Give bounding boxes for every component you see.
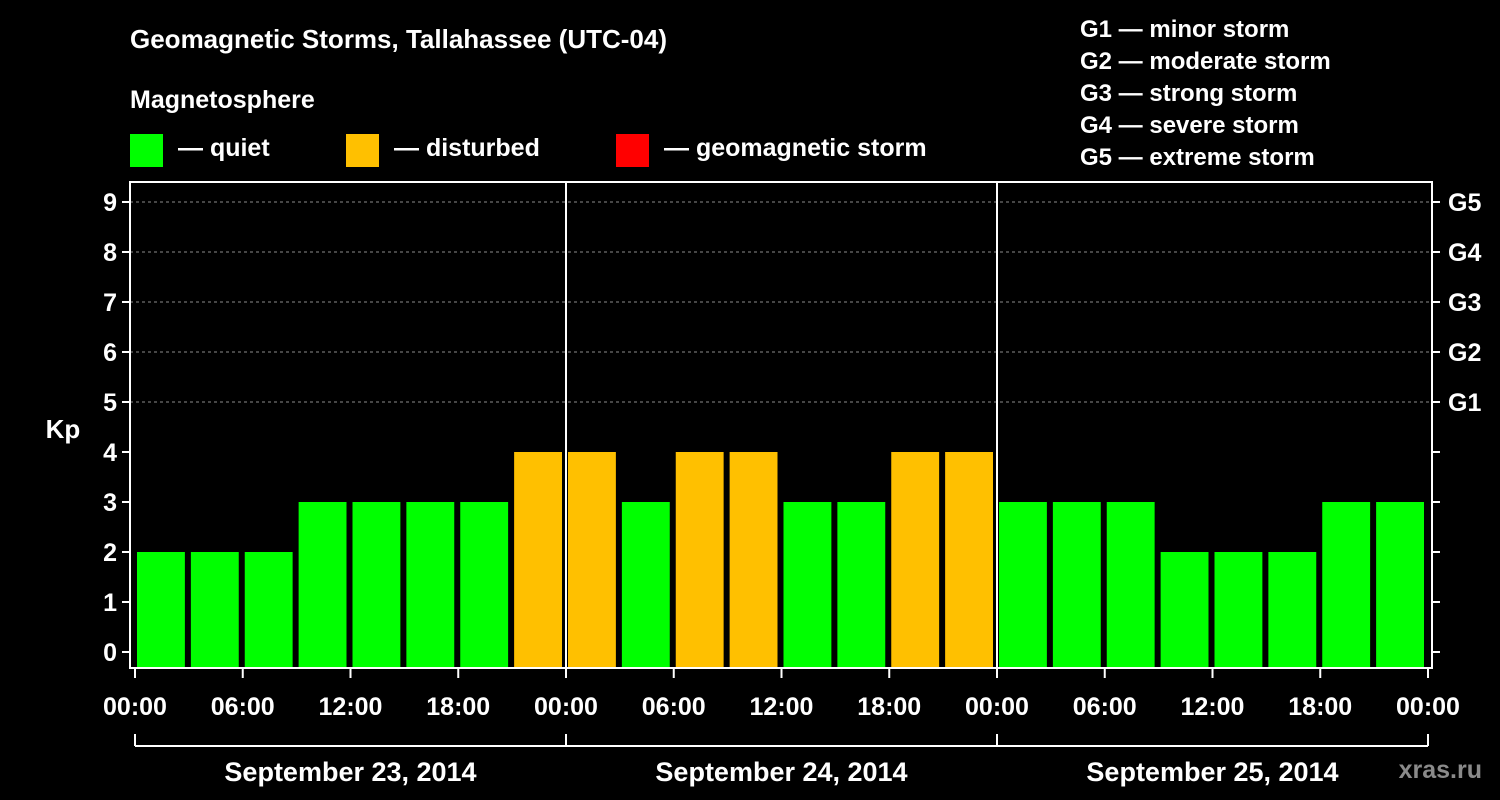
bar (1052, 502, 1101, 668)
bar (783, 502, 832, 668)
y-tick-label: 8 (103, 239, 117, 267)
bar (1322, 502, 1371, 668)
x-tick-label: 12:00 (1181, 693, 1245, 721)
g-scale-g2: G2 — moderate storm (1080, 48, 1331, 75)
bar (514, 452, 562, 668)
legend-swatch-quiet (130, 134, 163, 167)
x-tick-label: 12:00 (750, 693, 814, 721)
y-tick-label: 2 (103, 539, 117, 567)
bar (945, 452, 993, 668)
bar (406, 502, 455, 668)
y-axis-label: Kp (46, 414, 81, 444)
bar (1376, 502, 1424, 668)
bar (1106, 502, 1155, 668)
bar (460, 502, 509, 668)
watermark: xras.ru (1398, 756, 1482, 784)
y-tick-label: 1 (103, 589, 117, 617)
bar (137, 552, 185, 668)
legend-swatch-storm (616, 134, 649, 167)
y-tick-label: 6 (103, 339, 117, 367)
date-label: September 24, 2014 (655, 757, 907, 787)
y-tick-label: 5 (103, 389, 117, 417)
g-level-label: G5 (1448, 189, 1481, 217)
g-level-label: G4 (1448, 239, 1481, 267)
legend-swatch-disturbed (346, 134, 379, 167)
g-scale-g4: G4 — severe storm (1080, 112, 1299, 139)
bar (729, 452, 778, 668)
bar (621, 502, 670, 668)
y-tick-label: 9 (103, 189, 117, 217)
bar (298, 502, 347, 668)
y-tick-label: 0 (103, 639, 117, 667)
x-tick-label: 06:00 (211, 693, 275, 721)
chart-title: Geomagnetic Storms, Tallahassee (UTC-04) (130, 24, 668, 54)
x-tick-label: 00:00 (534, 693, 598, 721)
y-tick-label: 7 (103, 289, 117, 317)
bar (1214, 552, 1263, 668)
legend-label-disturbed: — disturbed (394, 134, 540, 162)
bar (1268, 552, 1317, 668)
g-level-label: G3 (1448, 289, 1481, 317)
g-scale-g5: G5 — extreme storm (1080, 144, 1315, 171)
bar (568, 452, 616, 668)
magnetosphere-title: Magnetosphere (130, 86, 315, 114)
bar (352, 502, 401, 668)
bar (891, 452, 940, 668)
x-tick-label: 18:00 (426, 693, 490, 721)
bar (837, 502, 886, 668)
date-label: September 25, 2014 (1086, 757, 1338, 787)
y-tick-label: 4 (103, 439, 117, 467)
y-tick-label: 3 (103, 489, 117, 517)
g-level-label: G1 (1448, 389, 1481, 417)
g-scale-g1: G1 — minor storm (1080, 16, 1290, 43)
legend-label-storm: — geomagnetic storm (664, 134, 927, 162)
x-tick-label: 06:00 (1073, 693, 1137, 721)
g-level-label: G2 (1448, 339, 1481, 367)
x-tick-label: 18:00 (857, 693, 921, 721)
x-tick-label: 12:00 (319, 693, 383, 721)
bar (244, 552, 293, 668)
x-tick-label: 18:00 (1288, 693, 1352, 721)
x-tick-label: 00:00 (1396, 693, 1460, 721)
legend-label-quiet: — quiet (178, 134, 270, 162)
bar (1160, 552, 1209, 668)
bar (999, 502, 1047, 668)
date-label: September 23, 2014 (224, 757, 476, 787)
bar (675, 452, 724, 668)
x-tick-label: 00:00 (103, 693, 167, 721)
g-scale-g3: G3 — strong storm (1080, 80, 1298, 107)
bar (190, 552, 239, 668)
x-tick-label: 00:00 (965, 693, 1029, 721)
x-tick-label: 06:00 (642, 693, 706, 721)
